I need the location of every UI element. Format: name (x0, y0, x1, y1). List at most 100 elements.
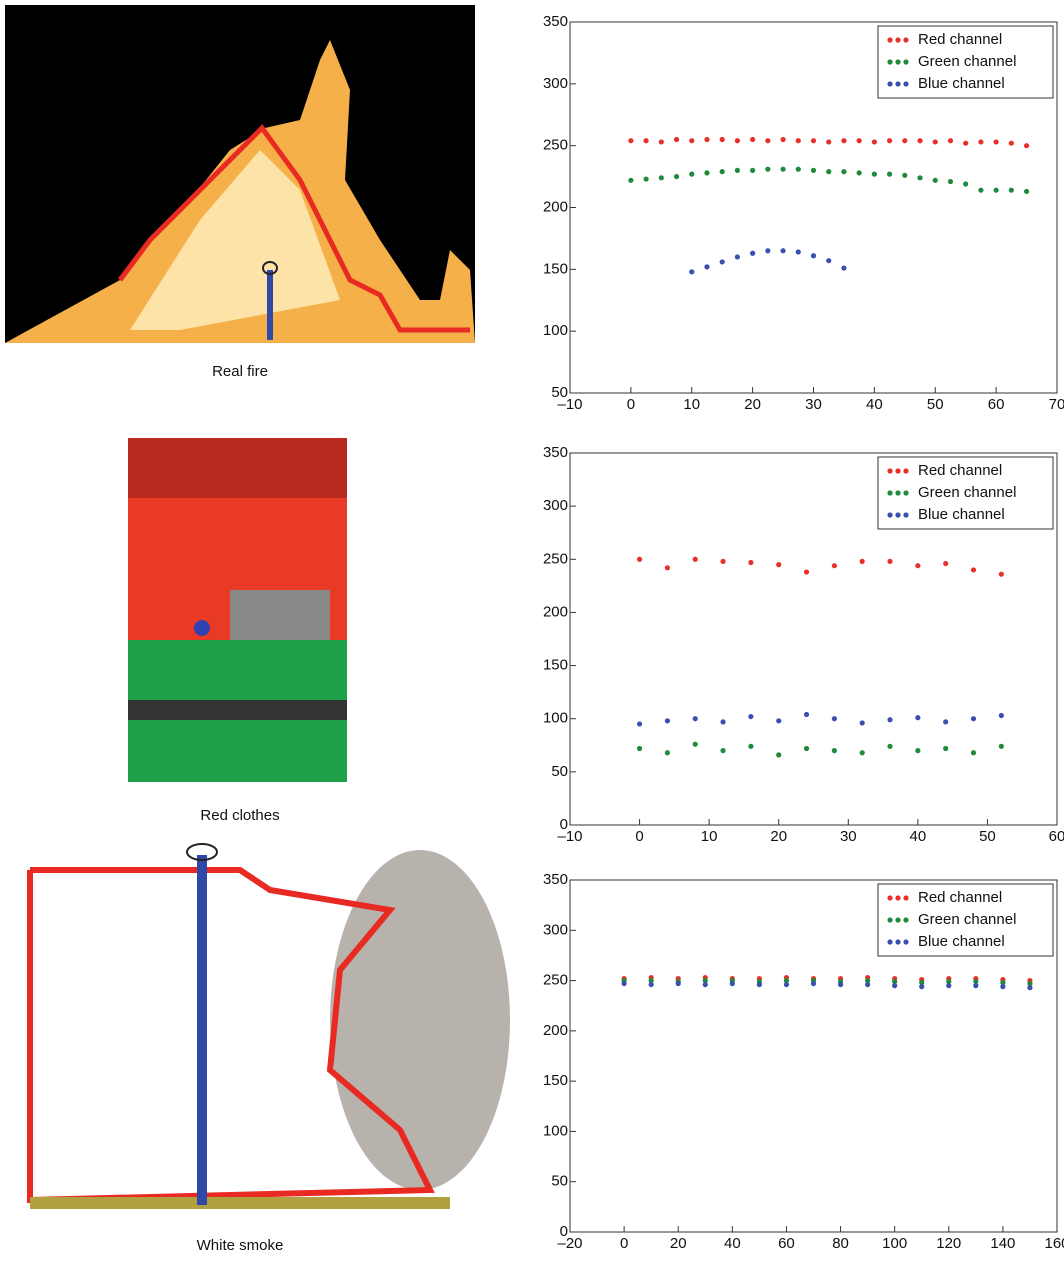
data-point (748, 559, 754, 566)
legend-swatch (895, 490, 901, 496)
data-point (719, 259, 725, 265)
x-tick-label: 0 (627, 396, 635, 413)
y-tick-label: 200 (543, 1022, 568, 1039)
data-point (803, 711, 810, 718)
legend-swatch (895, 512, 901, 518)
data-point (963, 181, 969, 187)
legend-swatch (895, 37, 901, 43)
data-point (1027, 980, 1033, 987)
data-point (932, 177, 938, 183)
data-point (783, 977, 790, 984)
data-point (719, 169, 725, 175)
y-tick-label: 300 (543, 75, 568, 92)
legend-swatch (887, 895, 893, 901)
legend-swatch (887, 81, 893, 87)
y-tick-label: 300 (543, 921, 568, 938)
data-point (970, 567, 977, 573)
legend-swatch (903, 490, 909, 496)
data-point (795, 166, 801, 172)
data-point (915, 748, 921, 754)
x-tick-label: 60 (778, 1235, 795, 1252)
x-tick-label: 40 (724, 1235, 741, 1252)
data-point (1023, 143, 1030, 149)
data-point (702, 977, 708, 984)
legend-label: Blue channel (918, 75, 1005, 92)
data-point (636, 721, 643, 727)
data-point (978, 139, 984, 145)
plot-frame (569, 879, 1058, 1233)
data-point (658, 175, 664, 181)
data-point (973, 978, 979, 985)
data-point (621, 980, 627, 987)
data-point (915, 715, 921, 721)
legend-label: Blue channel (918, 933, 1005, 950)
data-point (673, 173, 680, 180)
data-point (886, 171, 893, 177)
legend-swatch (887, 37, 893, 43)
data-point (658, 139, 664, 145)
data-point (636, 745, 643, 752)
data-point (963, 140, 969, 146)
x-tick-label: 50 (979, 828, 996, 845)
data-point (675, 980, 681, 987)
y-tick-label: 50 (551, 384, 568, 401)
data-point (1008, 187, 1014, 193)
x-tick-label: 0 (620, 1235, 628, 1252)
data-point (664, 565, 671, 571)
data-point (946, 983, 952, 989)
legend-label: Blue channel (918, 506, 1005, 523)
y-tick-label: 250 (543, 972, 568, 989)
x-tick-label: 40 (866, 396, 883, 413)
legend-swatch (903, 59, 909, 65)
data-point (856, 170, 862, 176)
caption: Red clothes (200, 807, 279, 824)
data-point (892, 983, 898, 989)
data-point (720, 748, 726, 754)
data-point (871, 171, 877, 177)
data-point (719, 136, 725, 143)
data-point (978, 187, 984, 193)
data-point (692, 741, 698, 747)
data-point (841, 265, 847, 271)
y-tick-label: 200 (543, 198, 568, 215)
legend-swatch (887, 490, 893, 496)
data-point (720, 558, 726, 565)
y-tick-label: 150 (543, 260, 568, 277)
data-point (765, 138, 771, 144)
data-point (702, 981, 708, 988)
data-point (865, 981, 871, 988)
data-point (628, 177, 634, 183)
data-point (887, 743, 893, 749)
data-point (919, 979, 925, 986)
x-tick-label: –20 (557, 1235, 582, 1252)
data-point (837, 981, 844, 988)
caption: White smoke (197, 1237, 284, 1254)
data-point (780, 166, 786, 172)
data-point (664, 750, 671, 756)
data-point (689, 269, 695, 275)
data-point (973, 983, 979, 989)
data-point (734, 254, 741, 260)
y-tick-label: 50 (551, 1173, 568, 1190)
data-point (648, 981, 654, 988)
legend-swatch (895, 81, 901, 87)
data-point (887, 717, 893, 723)
data-point (692, 556, 698, 562)
data-point (970, 750, 977, 756)
x-tick-label: 30 (805, 396, 822, 413)
x-tick-label: 70 (1049, 396, 1064, 413)
data-point (1023, 188, 1030, 195)
data-point (1000, 979, 1006, 986)
legend-swatch (903, 895, 909, 901)
data-point (810, 980, 817, 987)
clothes-image (128, 438, 347, 782)
legend-label: Red channel (918, 462, 1002, 479)
legend-swatch (887, 917, 893, 923)
data-point (998, 743, 1004, 749)
legend-swatch (895, 59, 901, 65)
data-point (689, 138, 695, 144)
data-point (865, 977, 871, 984)
data-point (795, 138, 801, 144)
data-point (780, 248, 786, 254)
data-point (673, 136, 680, 143)
